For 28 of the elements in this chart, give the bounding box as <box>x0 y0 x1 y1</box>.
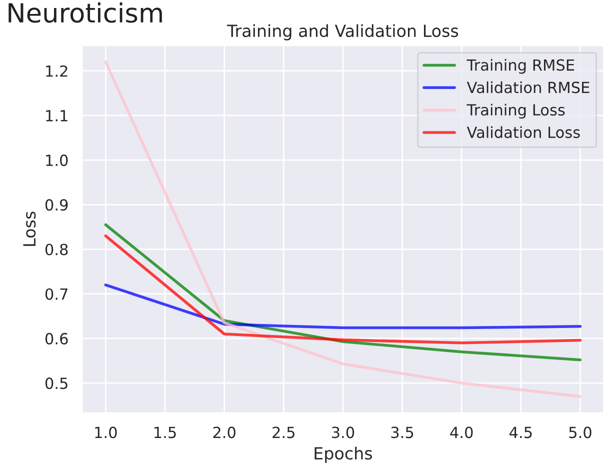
x-tick-label: 1.5 <box>154 426 176 438</box>
legend-label: Training Loss <box>466 104 565 119</box>
x-axis-title: Epochs <box>314 446 372 463</box>
x-tick-label: 2.5 <box>272 426 294 438</box>
y-tick-label: 1.2 <box>46 65 68 77</box>
x-tick-label: 5.0 <box>569 426 592 438</box>
x-tick-label: 3.5 <box>391 426 414 438</box>
legend-label: Training RMSE <box>466 58 574 74</box>
x-tick-label: 4.0 <box>450 426 473 438</box>
legend-label: Validation Loss <box>466 126 580 138</box>
line-series <box>104 223 582 362</box>
y-tick-label: 0.5 <box>45 378 68 390</box>
y-tick-label: 1.0 <box>46 154 68 166</box>
y-tick-label: 0.9 <box>45 199 68 211</box>
y-tick-label: 1.1 <box>46 110 68 122</box>
y-tick-label: 0.6 <box>45 332 68 344</box>
y-tick-label: 0.8 <box>45 244 68 256</box>
x-tick-label: 4.5 <box>510 426 532 438</box>
y-axis-title: Loss <box>23 212 36 246</box>
y-tick-label: 0.7 <box>45 288 68 300</box>
line-series <box>104 284 582 330</box>
x-tick-label: 3.0 <box>332 426 354 438</box>
chart-title: Training and Validation Loss <box>226 24 458 40</box>
chart-subtitle: Neuroticism <box>8 2 162 23</box>
legend-label: Validation RMSE <box>466 81 590 94</box>
x-tick-label: 2.0 <box>213 426 236 438</box>
line-series <box>104 234 582 344</box>
x-tick-label: 1.0 <box>95 426 117 438</box>
